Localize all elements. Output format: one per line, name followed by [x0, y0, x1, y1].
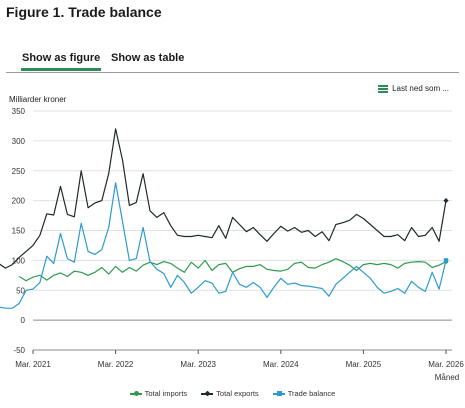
- y-tick-label: 0: [21, 316, 26, 325]
- y-tick-label: -50: [13, 346, 25, 355]
- figure-title: Figure 1. Trade balance: [6, 4, 162, 20]
- legend-swatch: [201, 390, 214, 396]
- x-tick-label: Mar. 2022: [98, 360, 134, 369]
- download-menu-button[interactable]: Last ned som ...: [378, 84, 449, 93]
- legend-swatch: [272, 390, 285, 396]
- y-tick-label: 250: [12, 167, 26, 176]
- series-line-trade-balance: [0, 182, 447, 309]
- y-tick-label: 150: [12, 227, 26, 236]
- series-line-total-exports: [0, 128, 447, 269]
- x-tick-label: Mar. 2021: [15, 360, 51, 369]
- x-tick-label: Mar. 2025: [346, 360, 382, 369]
- download-label: Last ned som ...: [392, 84, 449, 93]
- y-tick-label: 350: [12, 107, 26, 116]
- chart-legend: Total imports Total exports Trade balance: [0, 389, 465, 398]
- legend-swatch: [129, 390, 142, 396]
- y-axis-label: Milliarder kroner: [9, 95, 67, 104]
- x-tick-label: Mar. 2026: [428, 360, 464, 369]
- x-tick-label: Mar. 2023: [180, 360, 216, 369]
- legend-item[interactable]: Total exports: [201, 389, 259, 398]
- y-tick-label: 100: [12, 256, 26, 265]
- y-tick-label: 300: [12, 137, 26, 146]
- legend-item[interactable]: Trade balance: [272, 389, 336, 398]
- legend-label: Total exports: [216, 389, 259, 398]
- view-tabs: Show as figure Show as table: [6, 50, 459, 73]
- y-tick-label: 50: [16, 286, 25, 295]
- legend-label: Total imports: [144, 389, 188, 398]
- x-tick-label: Mar. 2024: [263, 360, 299, 369]
- series-end-point: [443, 258, 449, 263]
- hamburger-menu-icon: [378, 84, 389, 93]
- legend-item[interactable]: Total imports: [129, 389, 188, 398]
- tab-show-as-figure[interactable]: Show as figure: [20, 52, 102, 71]
- legend-label: Trade balance: [287, 389, 336, 398]
- series-end-point: [443, 198, 449, 204]
- y-tick-label: 200: [12, 197, 26, 206]
- tab-show-as-table[interactable]: Show as table: [111, 52, 185, 64]
- x-axis-label: Måned: [435, 373, 459, 382]
- series-line-total-imports: [18, 258, 447, 282]
